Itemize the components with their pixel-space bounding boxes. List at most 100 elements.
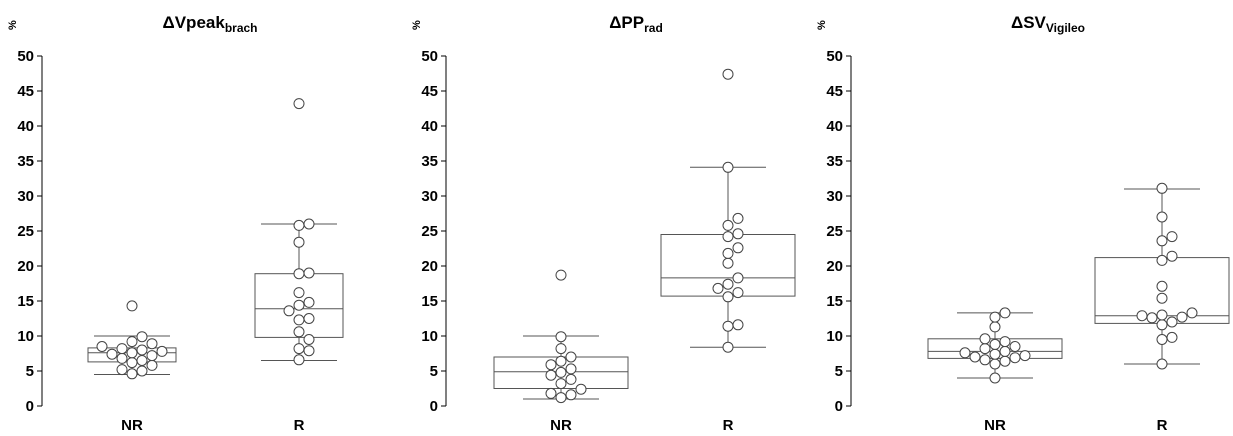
x-category-label: NR — [984, 417, 1006, 434]
y-tick-label: 10 — [17, 328, 34, 345]
data-point — [545, 369, 557, 381]
data-point — [1166, 231, 1178, 243]
data-point — [136, 331, 148, 343]
y-tick-label: 35 — [421, 153, 438, 170]
data-point — [732, 319, 744, 331]
data-point — [303, 218, 315, 230]
data-point — [575, 383, 587, 395]
y-axis-unit: % — [411, 20, 423, 30]
data-point — [1136, 310, 1148, 322]
data-point — [1156, 334, 1168, 345]
y-tick-label: 50 — [17, 48, 34, 65]
data-point — [146, 350, 158, 362]
data-point — [969, 351, 981, 363]
data-point — [722, 231, 734, 243]
data-point — [126, 300, 138, 312]
y-tick-label: 15 — [826, 293, 843, 310]
data-point — [1146, 312, 1158, 324]
y-tick-label: 45 — [421, 83, 438, 100]
data-point — [722, 257, 734, 269]
data-point — [999, 307, 1011, 319]
panel-title-main: ΔPP — [609, 13, 644, 32]
data-point — [989, 358, 1001, 370]
data-point — [989, 311, 1001, 323]
data-point — [116, 352, 128, 364]
data-point — [136, 355, 148, 366]
data-point — [979, 333, 991, 345]
y-tick-label: 15 — [421, 293, 438, 310]
y-tick-label: 10 — [826, 328, 843, 345]
x-category-label: R — [1157, 417, 1168, 434]
data-point — [565, 373, 577, 385]
data-point — [1166, 316, 1178, 328]
data-point — [293, 287, 305, 299]
data-point — [146, 338, 158, 350]
y-tick-label: 5 — [430, 363, 438, 380]
data-point — [1156, 254, 1168, 266]
data-point — [293, 219, 305, 231]
data-point — [293, 343, 305, 355]
data-point — [555, 269, 567, 281]
data-point — [989, 348, 1001, 360]
box-r — [254, 98, 344, 366]
data-point — [1156, 319, 1168, 331]
data-point — [293, 354, 305, 366]
data-point — [1176, 311, 1188, 323]
panel-title-main: ΔVpeak — [163, 13, 226, 32]
data-point — [722, 341, 734, 353]
data-point — [126, 336, 138, 348]
data-point — [555, 392, 567, 404]
data-point — [555, 355, 567, 367]
y-tick-label: 20 — [826, 258, 843, 275]
box-nr — [493, 269, 629, 404]
y-tick-label: 0 — [26, 398, 34, 415]
data-point — [146, 359, 158, 371]
panel-title-sub: Vigileo — [1046, 21, 1085, 35]
data-point — [732, 228, 744, 240]
data-point — [555, 366, 567, 378]
y-axis-unit: % — [816, 20, 828, 30]
data-point — [283, 305, 295, 317]
data-point — [565, 363, 577, 375]
y-tick-label: 45 — [17, 83, 34, 100]
data-point — [1156, 292, 1168, 304]
y-tick-label: 15 — [17, 293, 34, 310]
y-tick-label: 25 — [826, 223, 843, 240]
y-tick-label: 30 — [421, 188, 438, 205]
data-point — [1156, 358, 1168, 370]
panel-title-sub: brach — [225, 21, 258, 35]
y-tick-label: 50 — [421, 48, 438, 65]
data-point — [1166, 250, 1178, 262]
data-point — [732, 212, 744, 224]
data-point — [959, 347, 971, 359]
data-point — [555, 331, 567, 343]
y-tick-label: 40 — [421, 118, 438, 135]
data-point — [545, 359, 557, 371]
data-point — [293, 314, 305, 326]
data-point — [1186, 307, 1198, 319]
data-point — [999, 355, 1011, 367]
data-point — [156, 345, 168, 357]
data-point — [136, 365, 148, 377]
data-point — [1009, 341, 1021, 352]
y-tick-label: 50 — [826, 48, 843, 65]
data-point — [722, 291, 734, 303]
data-point — [293, 98, 305, 110]
data-point — [989, 372, 1001, 384]
data-point — [732, 272, 744, 284]
data-point — [126, 357, 138, 369]
data-point — [116, 343, 128, 355]
data-point — [712, 282, 724, 294]
panel-title: ΔSVVigileo — [1011, 13, 1085, 35]
data-point — [96, 341, 108, 352]
data-point — [116, 364, 128, 376]
data-point — [303, 334, 315, 345]
panel-1: ΔVpeakbrach% 0 5 10 15 20 25 30 35 40 45 50 NR R — [7, 13, 344, 434]
y-tick-label: 35 — [17, 153, 34, 170]
data-point — [999, 336, 1011, 348]
data-point — [136, 344, 148, 356]
data-point — [1009, 352, 1021, 364]
box-r — [660, 68, 796, 353]
data-point — [1156, 235, 1168, 247]
